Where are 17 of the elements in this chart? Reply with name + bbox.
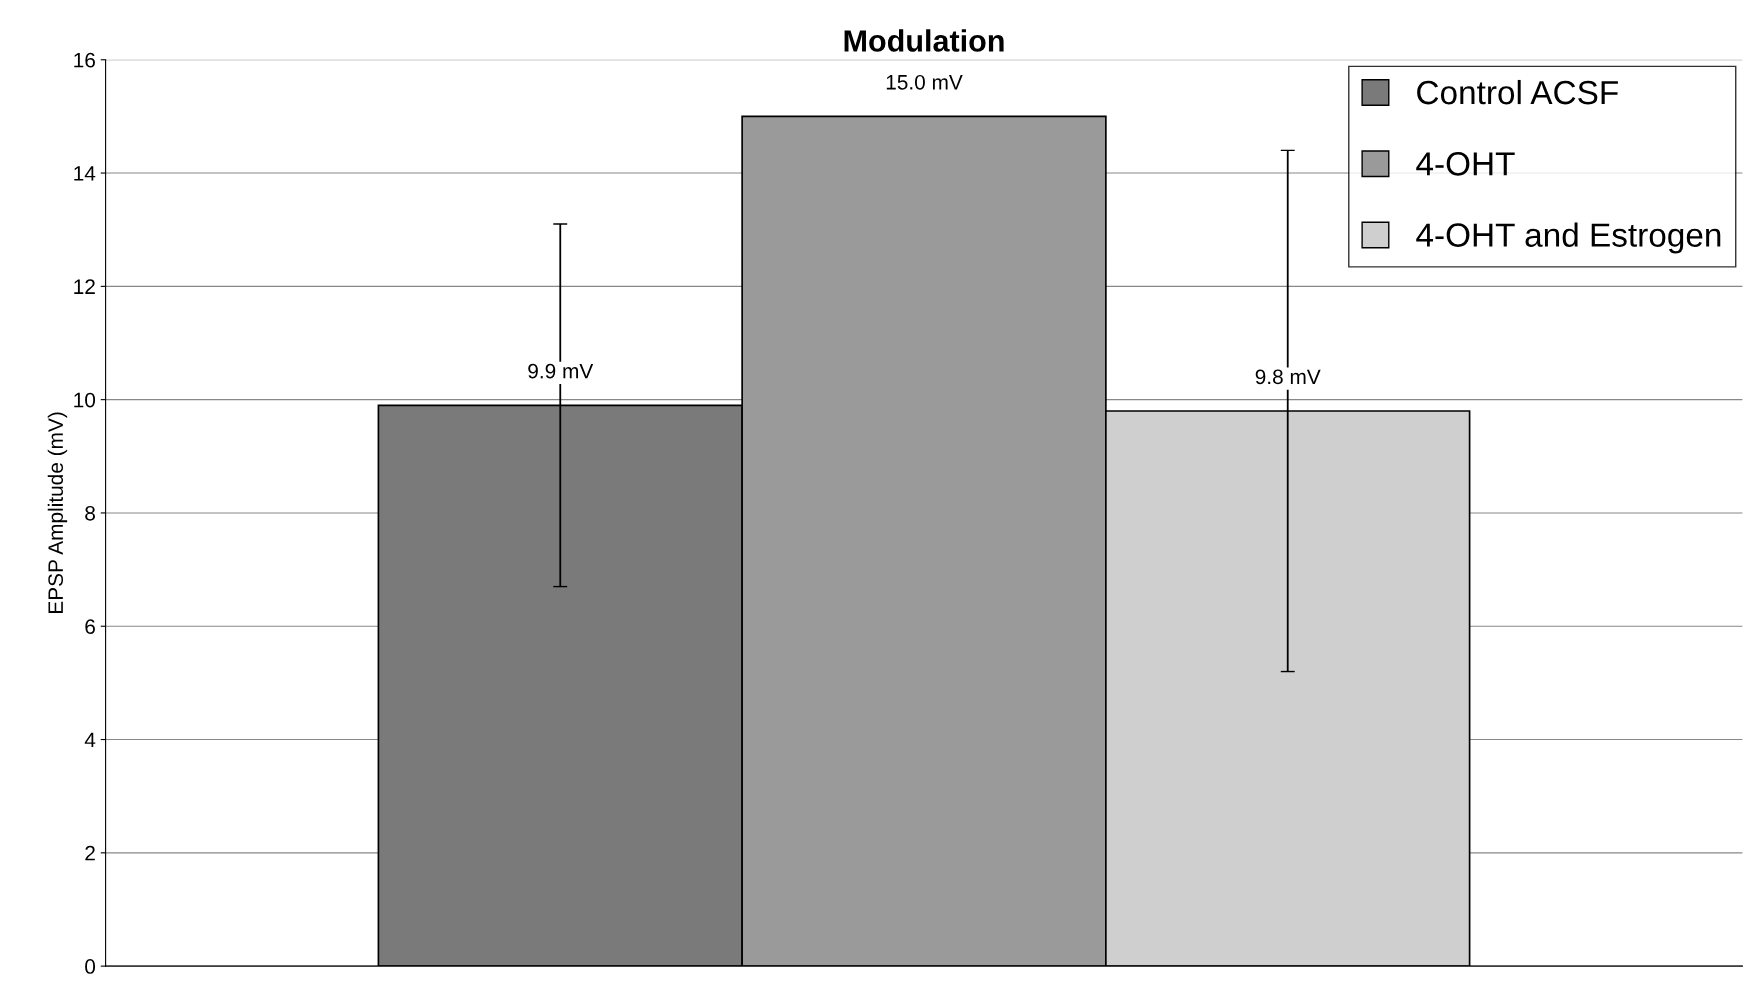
- data-label: 15.0 mV: [886, 74, 963, 90]
- y-tick-label: 2: [85, 845, 95, 861]
- data-label: 9.8 mV: [1255, 369, 1321, 385]
- y-tick-label: 8: [85, 505, 95, 521]
- y-axis-title: EPSP Amplitude (mV): [47, 412, 68, 613]
- legend-label: 4-OHT: [1416, 152, 1515, 176]
- legend-label: Control ACSF: [1417, 79, 1618, 105]
- y-tick-label: 12: [74, 279, 95, 294]
- y-tick-label: 0: [85, 959, 96, 974]
- chart-title: Modulation: [844, 29, 1004, 52]
- y-tick-label: 4: [84, 732, 96, 748]
- y-tick-label: 14: [74, 166, 96, 181]
- y-tick-label: 10: [74, 392, 96, 408]
- data-label: 9.9 mV: [528, 363, 594, 379]
- legend-label: 4-OHT and Estrogen: [1416, 222, 1721, 254]
- y-tick-label: 6: [85, 619, 95, 634]
- y-tick-label: 16: [74, 52, 95, 68]
